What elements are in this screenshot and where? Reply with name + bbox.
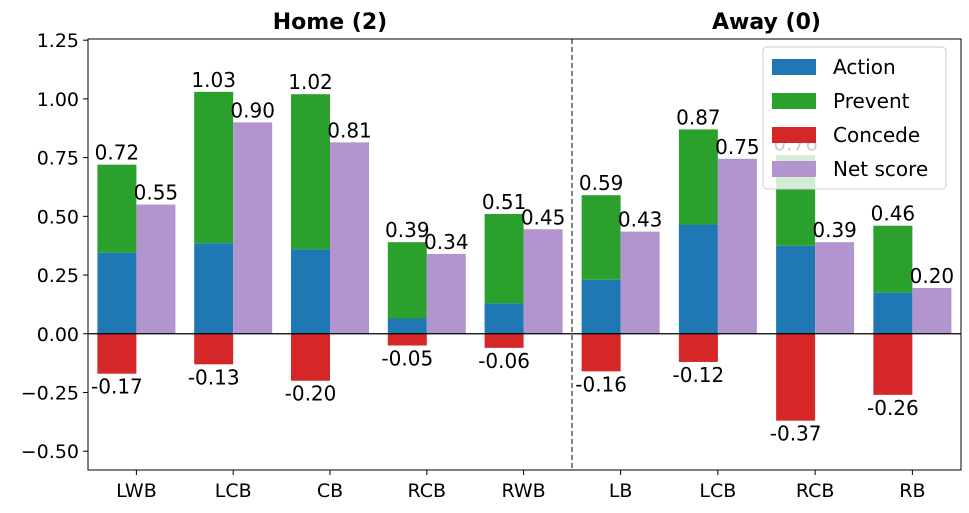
bar-action (97, 252, 137, 334)
bar-concede (581, 333, 621, 372)
y-tick-label: 0.50 (37, 206, 79, 228)
bar-net-score (330, 142, 369, 334)
bar-net-score (815, 242, 855, 334)
data-label-positive: 0.72 (95, 141, 140, 165)
bar-net-score (912, 287, 952, 334)
bar-action (194, 243, 234, 334)
legend-swatch-action (772, 59, 816, 75)
y-tick-label: 0.75 (37, 148, 79, 170)
bar-net-score (426, 253, 466, 334)
bars-layer (97, 91, 952, 421)
data-labels-layer: 0.72 0.55 -0.17 1.03 0.90 -0.13 1.02 0.81 -0.20 0… (91, 68, 954, 446)
data-label-concede: -0.13 (188, 365, 240, 389)
data-label-net: 0.75 (715, 135, 760, 159)
data-label-concede: -0.26 (867, 396, 919, 420)
legend-label-net: Net score (833, 157, 928, 181)
legend-swatch-prevent (772, 93, 816, 109)
x-tick-label: RB (899, 480, 925, 502)
data-label-net: 0.20 (910, 264, 955, 288)
data-label-positive: 0.51 (482, 190, 527, 214)
y-tick-label: −0.25 (21, 382, 79, 404)
data-label-net: 0.81 (327, 118, 372, 142)
bar-concede (776, 333, 816, 421)
bar-net-score (523, 229, 563, 334)
bar-net-score (717, 158, 757, 334)
bar-action (581, 279, 621, 334)
bar-action (387, 318, 427, 334)
data-label-positive: 0.59 (579, 171, 624, 195)
bar-prevent (484, 213, 524, 304)
x-tick-label: LCB (215, 480, 252, 502)
bar-net-score (233, 122, 273, 334)
data-label-positive: 1.03 (191, 68, 236, 92)
data-label-concede: -0.05 (381, 347, 433, 371)
bar-concede (291, 333, 330, 381)
data-label-positive: 0.46 (871, 202, 916, 226)
x-tick-label: RCB (796, 480, 835, 502)
panel-title-1: Away (0) (712, 10, 821, 35)
y-tick-label: 0.25 (37, 265, 79, 287)
bar-prevent (97, 164, 137, 253)
bar-concede (387, 333, 427, 346)
y-tick-label: −0.50 (21, 441, 79, 463)
bar-action (873, 292, 913, 334)
bar-concede (194, 333, 234, 365)
legend: Action Prevent Concede Net score (762, 46, 947, 190)
bar-action (678, 224, 718, 334)
bar-concede (873, 333, 913, 395)
bar-concede (484, 333, 524, 348)
data-label-net: 0.45 (521, 205, 566, 229)
bar-net-score (136, 204, 176, 334)
bar-action (484, 303, 524, 334)
axes-frame (87, 38, 962, 471)
x-tick-label: RCB (408, 480, 447, 502)
bar-prevent (387, 242, 427, 319)
data-label-net: 0.39 (812, 218, 857, 242)
legend-swatch-net (772, 161, 816, 177)
bar-action (776, 245, 816, 334)
legend-label-concede: Concede (833, 123, 920, 147)
data-label-concede: -0.12 (673, 363, 725, 387)
data-label-concede: -0.20 (285, 382, 337, 406)
legend-box (762, 46, 947, 190)
data-label-positive: 1.02 (288, 70, 333, 94)
x-tick-label: CB (317, 480, 343, 502)
bar-prevent (291, 94, 330, 250)
data-label-concede: -0.37 (770, 422, 822, 446)
data-label-positive: 0.87 (676, 105, 721, 129)
bar-prevent (194, 91, 234, 244)
bar-prevent (581, 195, 621, 280)
data-label-net: 0.34 (424, 230, 469, 254)
x-tick-label: LWB (116, 480, 157, 502)
legend-label-action: Action (833, 55, 896, 79)
y-tick-label: 1.25 (37, 30, 79, 52)
bar-action (291, 249, 330, 334)
bar-prevent (678, 129, 718, 225)
data-label-net: 0.55 (134, 181, 179, 205)
bar-concede (678, 333, 718, 362)
data-label-concede: -0.16 (575, 372, 627, 396)
data-label-net: 0.43 (618, 208, 663, 232)
x-tick-label: LCB (699, 480, 736, 502)
y-tick-label: 1.00 (37, 89, 79, 111)
bar-prevent (873, 225, 913, 293)
x-tick-label: RWB (501, 480, 545, 502)
panel-title-0: Home (2) (273, 10, 387, 35)
legend-label-prevent: Prevent (833, 89, 910, 113)
data-label-positive: 0.39 (385, 218, 430, 242)
bar-concede (97, 333, 137, 374)
legend-swatch-concede (772, 127, 816, 143)
x-tick-label: LB (609, 480, 633, 502)
data-label-concede: -0.17 (91, 375, 143, 399)
axes-layer: Home (2) LWB LCB CB RCB RWB Away (0) LB LCB RCB RB… (21, 10, 962, 502)
data-label-concede: -0.06 (478, 349, 530, 373)
y-tick-label: 0.00 (37, 324, 79, 346)
data-label-net: 0.90 (230, 98, 275, 122)
bar-net-score (620, 231, 660, 334)
